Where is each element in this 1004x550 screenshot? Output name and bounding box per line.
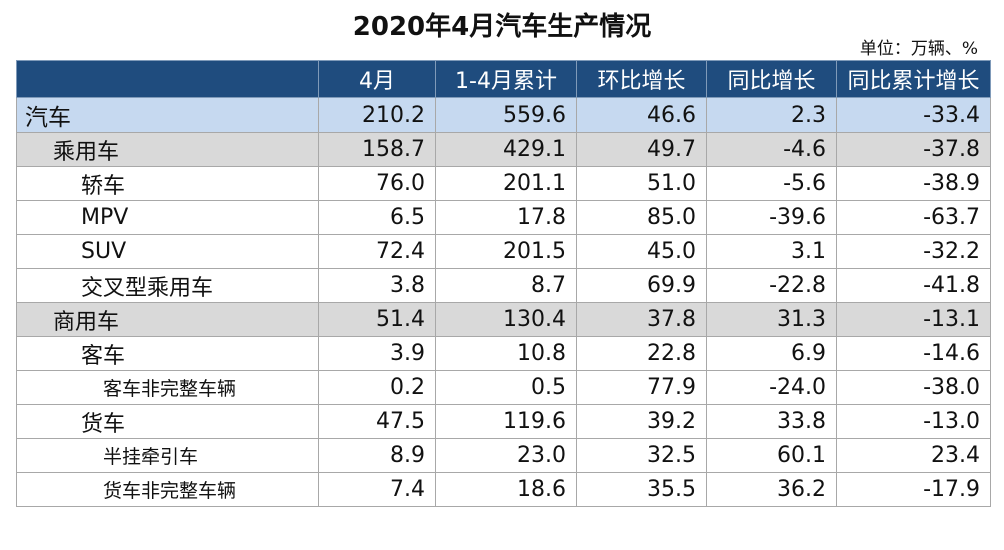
value-cell: 46.6 [576, 97, 707, 133]
value-cell: 76.0 [318, 166, 436, 201]
value-cell: 3.8 [318, 268, 436, 303]
value-cell: 201.1 [435, 166, 577, 201]
value-cell: 158.7 [318, 132, 436, 167]
value-cell: 51.4 [318, 302, 436, 337]
table-row: 轿车 76.0 201.1 51.0 -5.6 -38.9 [16, 166, 991, 201]
value-cell: 10.8 [435, 336, 577, 371]
row-label: 客车 [16, 336, 319, 371]
row-label: SUV [16, 234, 319, 269]
header-cell-yoy-cumulative-growth: 同比累计增长 [836, 60, 991, 98]
value-cell: 77.9 [576, 370, 707, 405]
row-label: 交叉型乘用车 [16, 268, 319, 303]
header-cell-april: 4月 [318, 60, 436, 98]
table-row: 商用车 51.4 130.4 37.8 31.3 -13.1 [16, 302, 991, 337]
value-cell: 130.4 [435, 302, 577, 337]
value-cell: 429.1 [435, 132, 577, 167]
value-cell: -63.7 [836, 200, 991, 235]
value-cell: 39.2 [576, 404, 707, 439]
value-cell: -5.6 [706, 166, 837, 201]
value-cell: -38.0 [836, 370, 991, 405]
unit-label: 单位：万辆、% [859, 39, 978, 59]
row-label: 客车非完整车辆 [16, 370, 319, 405]
value-cell: 49.7 [576, 132, 707, 167]
value-cell: -37.8 [836, 132, 991, 167]
table-row: 客车非完整车辆 0.2 0.5 77.9 -24.0 -38.0 [16, 370, 991, 405]
value-cell: 47.5 [318, 404, 436, 439]
value-cell: 8.9 [318, 438, 436, 473]
value-cell: 201.5 [435, 234, 577, 269]
header-cell-cumulative: 1-4月累计 [435, 60, 577, 98]
value-cell: 36.2 [706, 472, 837, 507]
header-cell-mom-growth: 环比增长 [576, 60, 707, 98]
value-cell: 210.2 [318, 97, 436, 133]
table-row: 汽车 210.2 559.6 46.6 2.3 -33.4 [16, 97, 991, 133]
header-cell-stub [16, 60, 319, 98]
table-row: 客车 3.9 10.8 22.8 6.9 -14.6 [16, 336, 991, 371]
value-cell: 18.6 [435, 472, 577, 507]
row-label: 商用车 [16, 302, 319, 337]
value-cell: -38.9 [836, 166, 991, 201]
value-cell: 35.5 [576, 472, 707, 507]
table-row: 半挂牵引车 8.9 23.0 32.5 60.1 23.4 [16, 438, 991, 473]
value-cell: -4.6 [706, 132, 837, 167]
row-label: 货车 [16, 404, 319, 439]
value-cell: 32.5 [576, 438, 707, 473]
header-cell-yoy-growth: 同比增长 [706, 60, 837, 98]
value-cell: 37.8 [576, 302, 707, 337]
value-cell: 22.8 [576, 336, 707, 371]
production-table: 4月 1-4月累计 环比增长 同比增长 同比累计增长 汽车 210.2 559.6 4… [16, 60, 991, 507]
value-cell: 60.1 [706, 438, 837, 473]
value-cell: 31.3 [706, 302, 837, 337]
value-cell: 69.9 [576, 268, 707, 303]
value-cell: -24.0 [706, 370, 837, 405]
row-label: 汽车 [16, 97, 319, 133]
value-cell: 6.5 [318, 200, 436, 235]
value-cell: -14.6 [836, 336, 991, 371]
row-label: 轿车 [16, 166, 319, 201]
value-cell: 6.9 [706, 336, 837, 371]
value-cell: 33.8 [706, 404, 837, 439]
value-cell: 51.0 [576, 166, 707, 201]
row-label: 货车非完整车辆 [16, 472, 319, 507]
table-row: 货车非完整车辆 7.4 18.6 35.5 36.2 -17.9 [16, 472, 991, 507]
value-cell: -13.1 [836, 302, 991, 337]
value-cell: -22.8 [706, 268, 837, 303]
value-cell: 17.8 [435, 200, 577, 235]
row-label: MPV [16, 200, 319, 235]
table-row: 交叉型乘用车 3.8 8.7 69.9 -22.8 -41.8 [16, 268, 991, 303]
value-cell: 85.0 [576, 200, 707, 235]
value-cell: 559.6 [435, 97, 577, 133]
table-title: 2020年4月汽车生产情况 [352, 12, 652, 42]
table-row: SUV 72.4 201.5 45.0 3.1 -32.2 [16, 234, 991, 269]
value-cell: 23.4 [836, 438, 991, 473]
value-cell: 23.0 [435, 438, 577, 473]
value-cell: -13.0 [836, 404, 991, 439]
value-cell: -39.6 [706, 200, 837, 235]
value-cell: 45.0 [576, 234, 707, 269]
value-cell: 3.1 [706, 234, 837, 269]
value-cell: -17.9 [836, 472, 991, 507]
row-label: 乘用车 [16, 132, 319, 167]
value-cell: 2.3 [706, 97, 837, 133]
table-header-row: 4月 1-4月累计 环比增长 同比增长 同比累计增长 [16, 60, 991, 98]
value-cell: 3.9 [318, 336, 436, 371]
value-cell: 7.4 [318, 472, 436, 507]
table-body: 汽车 210.2 559.6 46.6 2.3 -33.4 乘用车 158.7 429.1 49.… [16, 97, 991, 507]
row-label: 半挂牵引车 [16, 438, 319, 473]
value-cell: 0.2 [318, 370, 436, 405]
value-cell: 72.4 [318, 234, 436, 269]
table-row: MPV 6.5 17.8 85.0 -39.6 -63.7 [16, 200, 991, 235]
value-cell: 0.5 [435, 370, 577, 405]
value-cell: -33.4 [836, 97, 991, 133]
table-row: 乘用车 158.7 429.1 49.7 -4.6 -37.8 [16, 132, 991, 167]
value-cell: -41.8 [836, 268, 991, 303]
value-cell: 8.7 [435, 268, 577, 303]
value-cell: -32.2 [836, 234, 991, 269]
table-row: 货车 47.5 119.6 39.2 33.8 -13.0 [16, 404, 991, 439]
value-cell: 119.6 [435, 404, 577, 439]
